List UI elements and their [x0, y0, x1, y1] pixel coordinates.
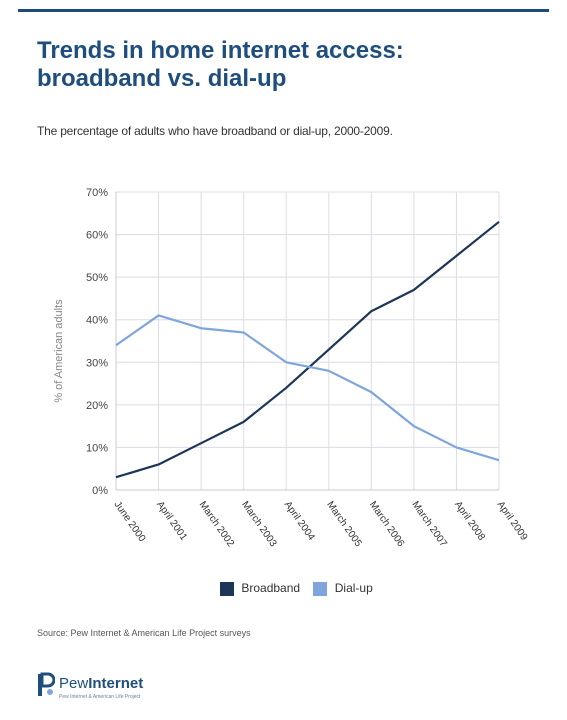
- chart-title: Trends in home internet access: broadban…: [37, 37, 537, 93]
- y-tick-label: 10%: [86, 442, 108, 454]
- title-line-1: Trends in home internet access:: [37, 37, 404, 64]
- gridlines: [115, 191, 500, 490]
- logo-wordmark: PewInternet: [59, 675, 143, 692]
- axes: [115, 192, 499, 491]
- y-axis-label: % of American adults: [53, 299, 65, 403]
- legend-item-dialup: Dial-up: [313, 581, 373, 597]
- legend-label-dialup: Dial-up: [334, 581, 373, 596]
- legend-swatch-broadband: [220, 582, 234, 597]
- x-tick-label: April 2001: [154, 499, 189, 543]
- series-line-broadband: [115, 220, 500, 479]
- y-tick-label: 60%: [86, 230, 108, 242]
- top-rule: [18, 9, 549, 12]
- logo-name: Internet: [88, 675, 144, 692]
- chart-subtitle: The percentage of adults who have broadb…: [37, 124, 393, 138]
- x-tick-label: April 2008: [452, 499, 487, 543]
- y-tick-label: 50%: [86, 272, 108, 284]
- x-tick-label: June 2000: [112, 499, 148, 544]
- legend-label-broadband: Broadband: [241, 581, 301, 596]
- x-tick-label: March 2007: [409, 499, 449, 549]
- line-chart: 0%10%20%30%40%50%60%70% June 2000 April 2…: [53, 187, 530, 549]
- x-tick-label: March 2003: [239, 499, 279, 549]
- legend-swatch-dialup: [313, 582, 328, 597]
- x-axis-ticks: June 2000 April 2001 March 2002 March 2003 A…: [112, 499, 530, 549]
- pew-logo-icon: [38, 672, 55, 696]
- x-tick-label: April 2009: [495, 499, 530, 543]
- y-axis-ticks: 0% 10% 20% 30% 40% 50% 60% 70%: [86, 187, 108, 497]
- y-tick-label: 20%: [86, 400, 108, 412]
- title-line-2: broadband vs. dial-up: [37, 65, 287, 92]
- x-tick-label: March 2002: [197, 499, 237, 549]
- y-tick-label: 40%: [86, 315, 108, 327]
- legend-item-broadband: Broadband: [220, 581, 301, 597]
- x-tick-label: March 2005: [324, 499, 364, 549]
- y-tick-label: 70%: [86, 187, 108, 199]
- logo-prefix: Pew: [59, 675, 89, 692]
- x-tick-label: March 2006: [367, 499, 407, 549]
- series-lines: [115, 220, 500, 479]
- source-note: Source: Pew Internet & American Life Pro…: [37, 628, 251, 638]
- y-tick-label: 0%: [92, 485, 108, 497]
- y-tick-label: 30%: [86, 357, 108, 369]
- x-tick-label: April 2004: [282, 499, 317, 543]
- legend: Broadband Dial-up: [220, 581, 383, 597]
- series-line-dialup: [115, 314, 500, 462]
- logo-tagline: Pew Internet & American Life Project: [59, 694, 141, 700]
